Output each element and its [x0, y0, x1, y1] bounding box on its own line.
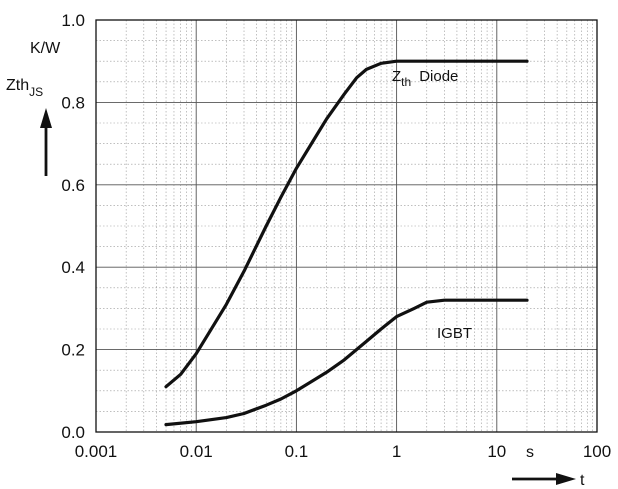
series-group	[164, 59, 529, 427]
series-label-diode: Zth Diode	[392, 68, 458, 89]
x-tick-label: 0.1	[285, 442, 309, 461]
x-tick-label: 0.01	[180, 442, 213, 461]
x-axis-arrow	[512, 473, 576, 485]
x-axis-label: t	[580, 472, 585, 489]
y-axis-label: ZthJS	[6, 77, 43, 99]
y-tick-label: 0.4	[61, 258, 85, 277]
series-line-diode	[164, 59, 529, 389]
y-axis-label-main: Zth	[6, 77, 29, 94]
y-axis-arrow	[40, 108, 52, 176]
series-label-igbt: IGBT	[437, 325, 472, 342]
x-tick-label: 100	[583, 442, 611, 461]
y-tick-label: 0.2	[61, 341, 85, 360]
x-tick-label: 10	[487, 442, 506, 461]
x-tick-label: 0.001	[75, 442, 118, 461]
y-tick-label: 0.0	[61, 423, 85, 442]
tick-labels: 0.001 0.01 0.1 1 10 100 0.0 0.2 0.4 0.6 0.8 1.0	[61, 11, 611, 461]
y-tick-label: 0.8	[61, 93, 85, 112]
x-tick-label: 1	[392, 442, 401, 461]
y-axis-label-sub: JS	[29, 85, 43, 99]
y-tick-label: 1.0	[61, 11, 85, 30]
x-unit: s	[526, 444, 534, 461]
plot-frame	[95, 19, 598, 433]
y-unit: K/W	[30, 40, 61, 57]
series-line-igbt	[164, 298, 529, 427]
y-tick-label: 0.6	[61, 176, 85, 195]
grid	[95, 20, 597, 432]
